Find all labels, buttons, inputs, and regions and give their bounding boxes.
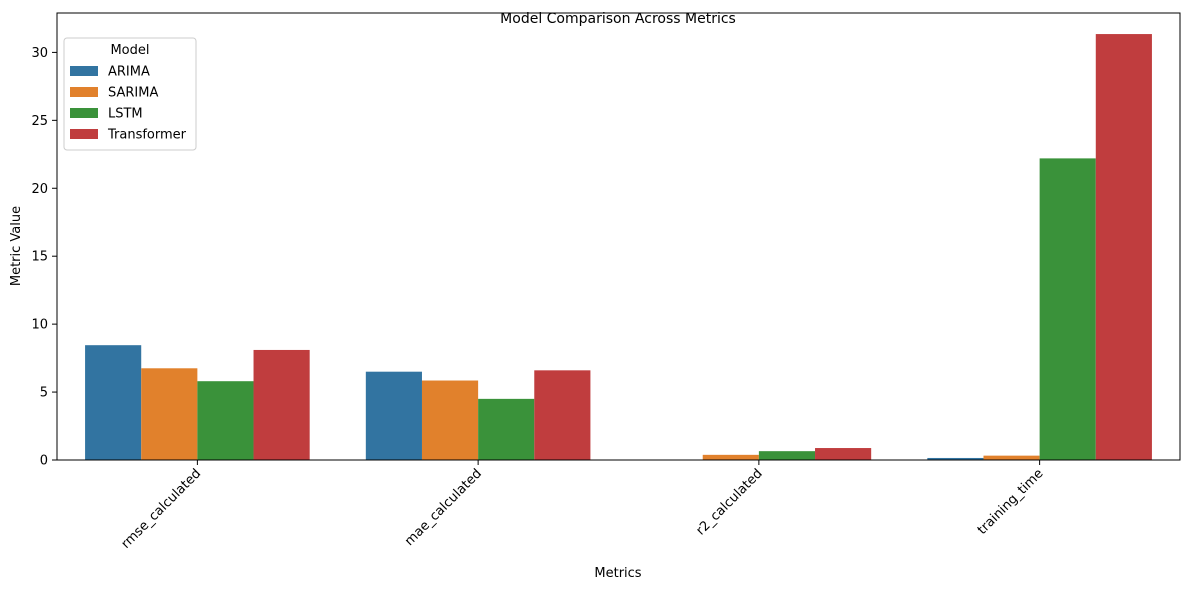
bar-transformer-r2_calculated bbox=[815, 448, 872, 460]
y-tick-label: 20 bbox=[31, 182, 48, 197]
y-tick-label: 0 bbox=[40, 454, 48, 469]
bar-transformer-rmse_calculated bbox=[253, 349, 310, 460]
y-tick-label: 10 bbox=[31, 318, 48, 333]
bar-transformer-mae_calculated bbox=[534, 370, 591, 460]
legend-label-lstm: LSTM bbox=[108, 107, 143, 122]
bar-transformer-training_time bbox=[1095, 34, 1152, 461]
bar-lstm-rmse_calculated bbox=[197, 381, 254, 460]
x-axis-label: Metrics bbox=[594, 566, 641, 581]
bar-arima-training_time bbox=[927, 457, 984, 460]
y-tick-label: 5 bbox=[40, 386, 48, 401]
y-tick-label: 25 bbox=[31, 114, 48, 129]
legend-swatch-lstm bbox=[70, 108, 98, 118]
legend-label-transformer: Transformer bbox=[107, 128, 187, 143]
x-tick-label: rmse_calculated bbox=[119, 466, 205, 552]
legend-title: Model bbox=[110, 43, 149, 58]
plot-frame bbox=[56, 12, 1181, 461]
bar-arima-mae_calculated bbox=[365, 371, 422, 460]
y-tick-label: 15 bbox=[31, 250, 48, 265]
bar-arima-rmse_calculated bbox=[85, 345, 142, 460]
bar-sarima-rmse_calculated bbox=[141, 368, 198, 460]
x-tick-label: mae_calculated bbox=[402, 466, 485, 549]
legend: Model ARIMA SARIMA LSTM Transformer bbox=[63, 37, 197, 151]
bar-lstm-r2_calculated bbox=[758, 451, 816, 460]
legend-label-arima: ARIMA bbox=[108, 65, 150, 80]
x-tick-label: training_time bbox=[975, 466, 1047, 538]
legend-swatch-sarima bbox=[70, 87, 98, 97]
legend-swatch-transformer bbox=[70, 129, 98, 139]
y-tick-label: 30 bbox=[31, 46, 48, 61]
bar-sarima-mae_calculated bbox=[421, 380, 479, 460]
legend-swatch-arima bbox=[70, 66, 98, 76]
x-tick-label: r2_calculated bbox=[693, 466, 765, 538]
bar-lstm-training_time bbox=[1039, 158, 1096, 460]
chart-title: Model Comparison Across Metrics bbox=[500, 11, 736, 27]
bar-sarima-training_time bbox=[983, 455, 1040, 460]
y-axis-label: Metric Value bbox=[9, 206, 24, 286]
legend-label-sarima: SARIMA bbox=[108, 86, 158, 101]
bar-sarima-r2_calculated bbox=[702, 454, 759, 460]
bar-lstm-mae_calculated bbox=[478, 398, 535, 460]
